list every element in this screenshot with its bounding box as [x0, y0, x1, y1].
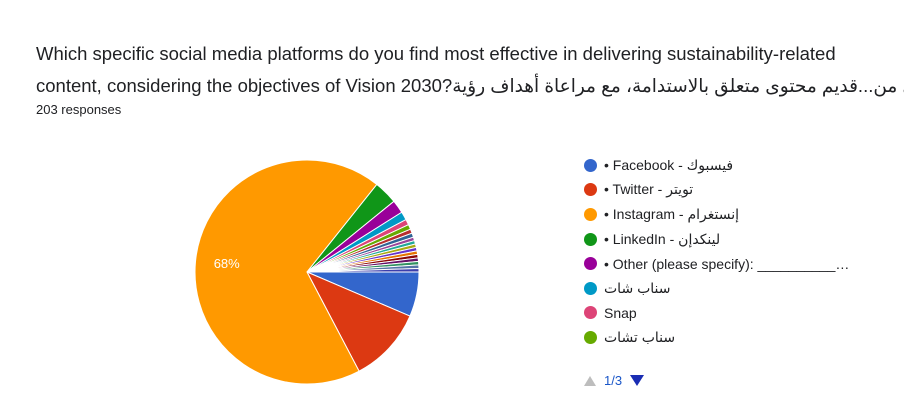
- legend-swatch: [584, 330, 597, 344]
- legend-swatch: [584, 183, 597, 197]
- legend-swatch: [584, 232, 597, 246]
- legend-item: • Twitter - تويتر: [584, 178, 904, 203]
- legend-swatch: [584, 158, 597, 172]
- page-indicator: 1/3: [604, 373, 623, 388]
- legend-item: سناب شات: [584, 276, 904, 301]
- legend-label: سناب تشات: [604, 328, 676, 345]
- legend-item: سناب تشات: [584, 325, 904, 350]
- legend-item: • LinkedIn - لينكدإن: [584, 227, 904, 252]
- pie-slice-1[interactable]: [305, 270, 411, 372]
- legend-label: Snap: [604, 304, 637, 321]
- legend-label: سناب شات: [604, 279, 671, 296]
- legend-label: • Facebook - فيسبوك: [604, 156, 734, 173]
- pie-slice-2[interactable]: [194, 159, 378, 385]
- legend-label: • Twitter - تويتر: [604, 181, 694, 198]
- legend-item: • Facebook - فيسبوك: [584, 153, 904, 178]
- legend-label: • LinkedIn - لينكدإن: [604, 230, 721, 247]
- legend-item: • Other (please specify): __________…: [584, 251, 904, 276]
- question-title: Which specific social media platforms do…: [36, 38, 904, 102]
- legend-swatch: [584, 207, 597, 221]
- pie-chart: 68%: [194, 159, 420, 385]
- legend-swatch: [584, 257, 597, 271]
- chart-legend: • Facebook - فيسبوك • Twitter - تويتر • In…: [584, 153, 904, 350]
- legend-label: • Instagram - إنستغرام: [604, 205, 740, 222]
- legend-pager: 1/3: [584, 373, 645, 388]
- legend-item: Snap: [584, 301, 904, 326]
- pie-slice-19[interactable]: [306, 267, 420, 273]
- legend-swatch: [584, 306, 597, 320]
- legend-item: • Instagram - إنستغرام: [584, 202, 904, 227]
- page-up-arrow-icon[interactable]: [584, 375, 596, 386]
- question-line-2: content, considering the objectives of V…: [36, 75, 904, 96]
- slice-data-label: 68%: [214, 256, 240, 271]
- legend-swatch: [584, 281, 597, 295]
- question-line-1: Which specific social media platforms do…: [36, 43, 836, 64]
- page-down-arrow-icon[interactable]: [630, 375, 645, 386]
- response-count: 203 responses: [36, 102, 122, 117]
- legend-label: • Other (please specify): __________…: [604, 255, 850, 272]
